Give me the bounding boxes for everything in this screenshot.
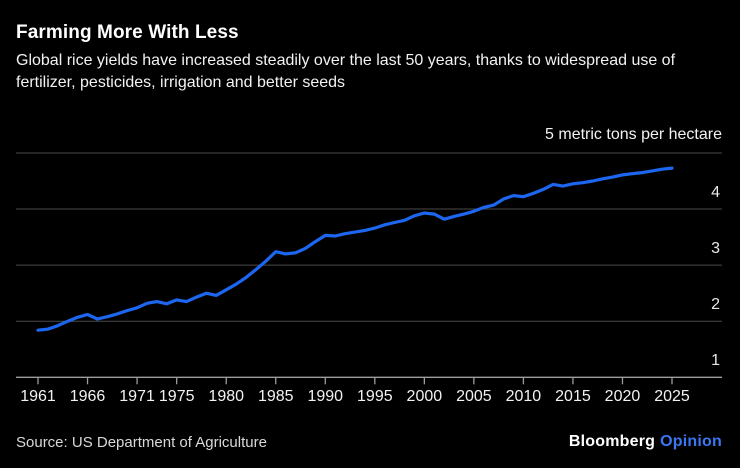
x-tick-label: 1985 [257, 388, 294, 405]
x-tick-label: 1961 [20, 388, 56, 405]
x-tick-label: 1980 [208, 388, 245, 405]
y-tick-label: 1 [711, 352, 720, 370]
y-tick-label: 4 [711, 184, 720, 202]
brand-bloomberg: Bloomberg [568, 433, 656, 450]
y-axis-unit-label: 5 metric tons per hectare [545, 126, 722, 143]
brand-opinion: Opinion [660, 433, 722, 450]
x-tick-label: 1995 [357, 388, 393, 405]
x-tick-label: 2020 [604, 388, 641, 405]
y-tick-label: 3 [711, 240, 720, 258]
brand-logo: Bloomberg Opinion [569, 433, 722, 451]
chart-subtitle: Global rice yields have increased steadi… [16, 52, 676, 91]
x-tick-label: 1990 [307, 388, 344, 405]
x-tick-label: 1975 [158, 388, 195, 405]
x-tick-label: 2010 [505, 388, 542, 405]
x-tick-label: 2025 [654, 388, 690, 405]
rice-yield-line [36, 166, 674, 332]
x-tick-label: 2000 [406, 388, 443, 405]
y-tick-label: 2 [711, 296, 720, 314]
chart-title: Farming More With Less [16, 22, 239, 43]
x-tick-label: 2015 [555, 388, 591, 405]
x-tick-label: 1971 [119, 388, 155, 405]
x-tick-label: 1966 [69, 388, 106, 405]
source-note: Source: US Department of Agriculture [16, 434, 267, 451]
x-tick-label: 2005 [456, 388, 492, 405]
